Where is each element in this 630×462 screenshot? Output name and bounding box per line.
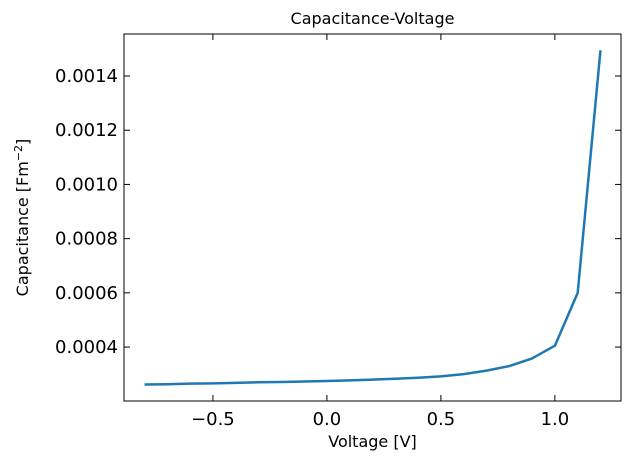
series-layer bbox=[144, 50, 602, 386]
y-axis-label: Capacitance [Fm−2] bbox=[12, 139, 33, 297]
x-tick-label: −0.5 bbox=[191, 409, 235, 430]
y-axis-label-exponent: −2 bbox=[12, 145, 25, 161]
y-tick-label: 0.0014 bbox=[55, 66, 118, 87]
chart-title: Capacitance-Voltage bbox=[291, 9, 455, 28]
y-tick-label: 0.0012 bbox=[55, 120, 118, 141]
x-tick-label: 0.0 bbox=[313, 409, 342, 430]
x-axis-label: Voltage [V] bbox=[328, 432, 417, 451]
x-axis-ticks: −0.5 0.0 0.5 1.0 bbox=[191, 34, 569, 430]
x-tick-label: 1.0 bbox=[541, 409, 570, 430]
y-axis-label-main: Capacitance [Fm bbox=[13, 161, 32, 296]
y-tick-label: 0.0010 bbox=[55, 174, 118, 195]
x-tick-label: 0.5 bbox=[427, 409, 456, 430]
plot-frame bbox=[123, 33, 622, 402]
y-axis-label-end: ] bbox=[13, 139, 32, 145]
y-tick-label: 0.0008 bbox=[55, 229, 118, 250]
y-axis-ticks: 0.0004 0.0006 0.0008 0.0010 0.0012 0.0014 bbox=[55, 66, 621, 358]
y-tick-label: 0.0004 bbox=[55, 337, 118, 358]
y-tick-label: 0.0006 bbox=[55, 283, 118, 304]
